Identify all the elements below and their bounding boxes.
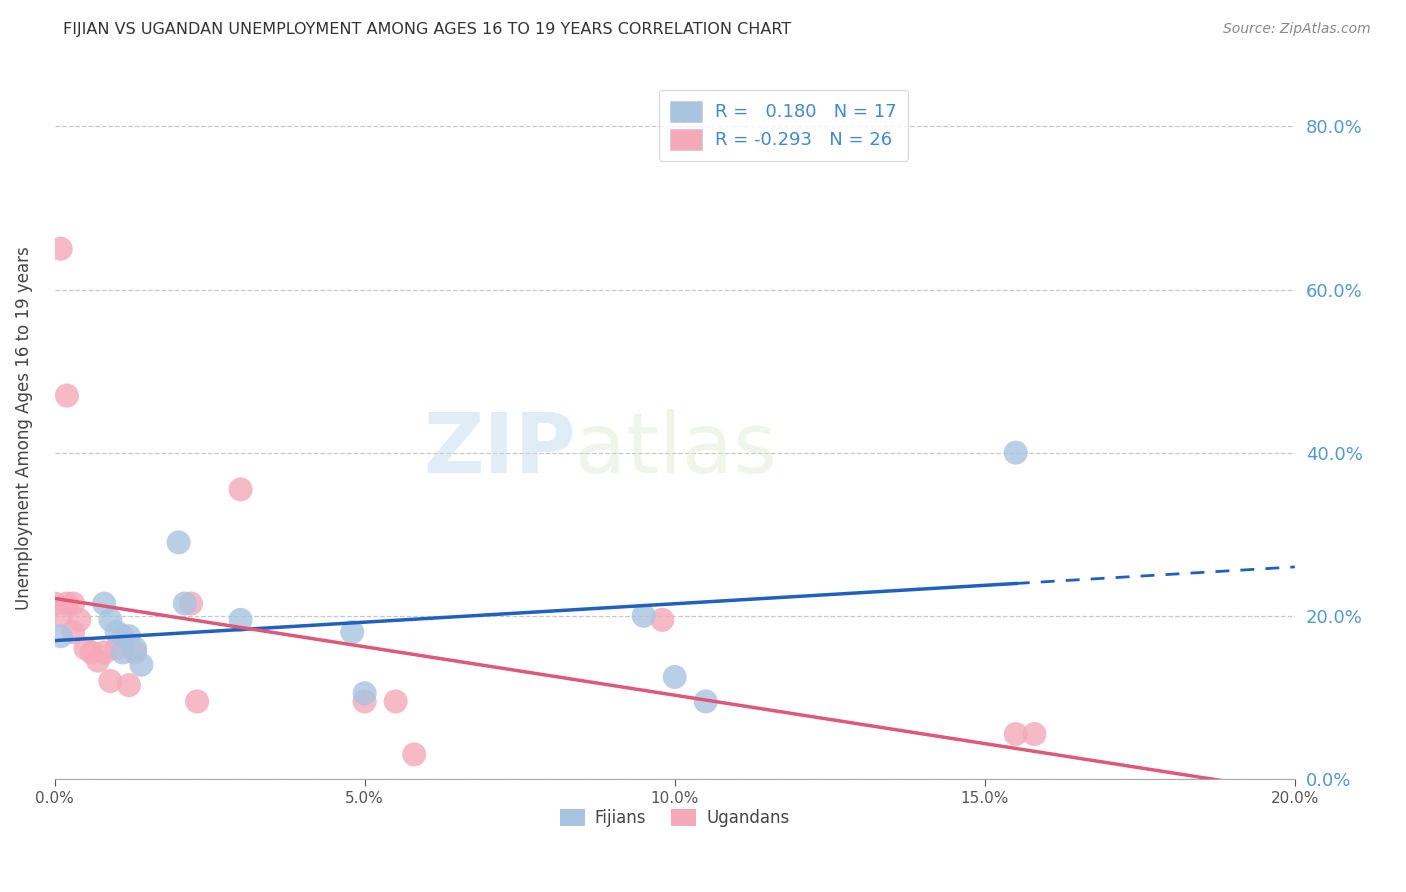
Point bbox=[651, 613, 673, 627]
Point bbox=[173, 597, 195, 611]
Point bbox=[67, 613, 90, 627]
Point bbox=[167, 535, 190, 549]
Point bbox=[80, 645, 103, 659]
Point bbox=[353, 686, 375, 700]
Text: atlas: atlas bbox=[575, 409, 778, 490]
Point bbox=[98, 673, 121, 688]
Point bbox=[180, 597, 202, 611]
Point bbox=[186, 694, 208, 708]
Point bbox=[1004, 727, 1026, 741]
Point bbox=[98, 613, 121, 627]
Point bbox=[93, 645, 115, 659]
Point bbox=[62, 597, 84, 611]
Y-axis label: Unemployment Among Ages 16 to 19 years: Unemployment Among Ages 16 to 19 years bbox=[15, 246, 32, 610]
Point bbox=[353, 694, 375, 708]
Point bbox=[49, 608, 72, 623]
Text: Source: ZipAtlas.com: Source: ZipAtlas.com bbox=[1223, 22, 1371, 37]
Point bbox=[105, 641, 128, 656]
Text: FIJIAN VS UGANDAN UNEMPLOYMENT AMONG AGES 16 TO 19 YEARS CORRELATION CHART: FIJIAN VS UGANDAN UNEMPLOYMENT AMONG AGE… bbox=[63, 22, 792, 37]
Point bbox=[49, 629, 72, 643]
Point bbox=[56, 597, 79, 611]
Point bbox=[118, 629, 141, 643]
Point bbox=[111, 629, 134, 643]
Point bbox=[49, 242, 72, 256]
Point bbox=[93, 597, 115, 611]
Point bbox=[229, 483, 252, 497]
Point bbox=[342, 625, 364, 640]
Point bbox=[124, 645, 146, 659]
Point bbox=[404, 747, 426, 762]
Text: ZIP: ZIP bbox=[423, 409, 575, 490]
Point bbox=[118, 678, 141, 692]
Point bbox=[105, 625, 128, 640]
Point bbox=[229, 613, 252, 627]
Point bbox=[75, 641, 97, 656]
Point bbox=[62, 625, 84, 640]
Point bbox=[87, 654, 110, 668]
Point bbox=[111, 645, 134, 659]
Point bbox=[664, 670, 686, 684]
Point bbox=[44, 597, 66, 611]
Point bbox=[1004, 445, 1026, 459]
Point bbox=[56, 388, 79, 402]
Point bbox=[633, 608, 655, 623]
Legend: Fijians, Ugandans: Fijians, Ugandans bbox=[553, 802, 796, 834]
Point bbox=[124, 641, 146, 656]
Point bbox=[1024, 727, 1046, 741]
Point bbox=[131, 657, 153, 672]
Point bbox=[695, 694, 717, 708]
Point bbox=[384, 694, 406, 708]
